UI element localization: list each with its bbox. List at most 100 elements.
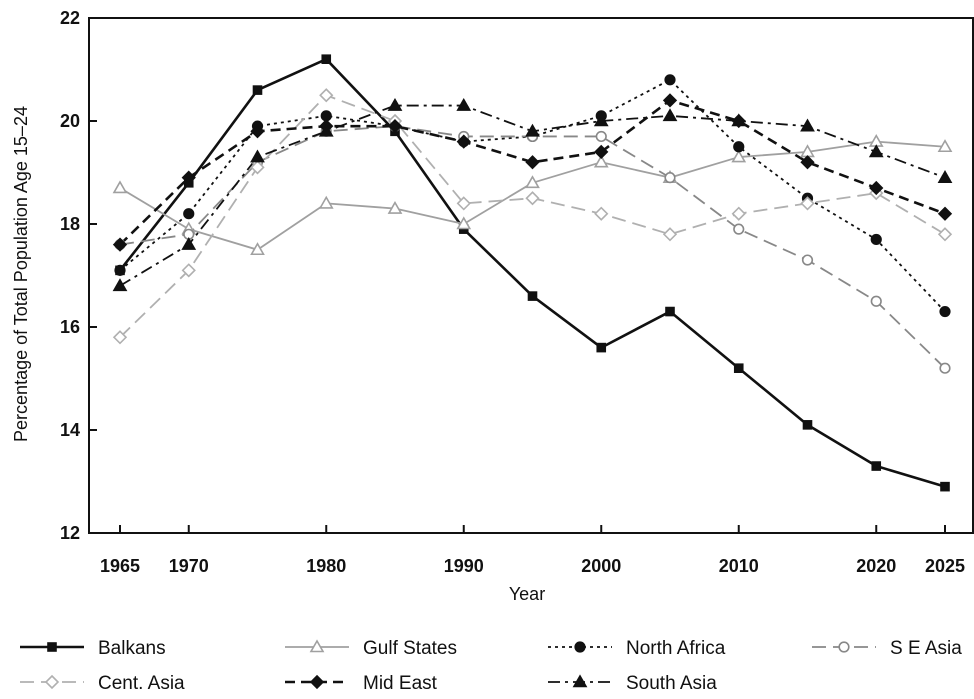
legend-label: Cent. Asia bbox=[98, 673, 185, 694]
legend-label: S E Asia bbox=[890, 638, 962, 659]
data-point-marker bbox=[527, 291, 538, 301]
legend-item-north-africa: North Africa bbox=[548, 638, 726, 659]
y-tick-label: 18 bbox=[60, 214, 80, 234]
legend-label: Balkans bbox=[98, 638, 166, 659]
x-tick-label: 1970 bbox=[169, 556, 209, 576]
data-point-marker bbox=[870, 295, 882, 307]
data-point-marker bbox=[456, 216, 472, 230]
data-point-marker bbox=[664, 172, 676, 184]
data-point-marker bbox=[940, 481, 950, 492]
legend-label: South Asia bbox=[626, 673, 717, 694]
data-point-marker bbox=[939, 305, 951, 318]
data-point-marker bbox=[937, 139, 953, 153]
data-point-marker bbox=[868, 144, 884, 158]
data-point-marker bbox=[309, 674, 325, 690]
data-point-marker bbox=[309, 639, 325, 653]
data-point-marker bbox=[937, 206, 953, 221]
data-point-marker bbox=[733, 363, 744, 374]
data-point-marker bbox=[250, 149, 265, 163]
data-point-marker bbox=[731, 149, 747, 163]
data-point-marker bbox=[387, 119, 403, 134]
data-point-marker bbox=[801, 254, 814, 266]
data-point-marker bbox=[593, 154, 609, 168]
data-point-marker bbox=[937, 227, 953, 242]
y-axis-title: Percentage of Total Population Age 15–24 bbox=[11, 106, 31, 442]
data-point-marker bbox=[44, 674, 60, 690]
data-point-marker bbox=[731, 206, 746, 221]
data-point-marker bbox=[183, 208, 195, 220]
data-point-marker bbox=[939, 362, 951, 374]
x-tick-label: 1990 bbox=[444, 556, 484, 576]
legend-item-cent-asia: Cent. Asia bbox=[20, 673, 185, 694]
x-axis-title: Year bbox=[509, 584, 545, 604]
x-tick-label: 1965 bbox=[100, 556, 140, 576]
data-point-marker bbox=[662, 227, 678, 242]
data-point-marker bbox=[572, 674, 588, 688]
data-point-marker bbox=[250, 242, 265, 256]
data-point-marker bbox=[387, 97, 403, 111]
data-point-marker bbox=[662, 108, 678, 122]
data-point-marker bbox=[664, 74, 676, 86]
legend-item-balkans: Balkans bbox=[20, 638, 166, 659]
data-point-marker bbox=[112, 237, 128, 252]
data-point-marker bbox=[387, 200, 403, 214]
data-point-marker bbox=[250, 160, 265, 175]
data-point-marker bbox=[525, 123, 540, 137]
data-point-marker bbox=[112, 330, 128, 345]
y-tick-label: 20 bbox=[60, 111, 80, 131]
x-tick-label: 2000 bbox=[581, 556, 621, 576]
x-tick-label: 2020 bbox=[856, 556, 896, 576]
data-point-marker bbox=[596, 342, 607, 353]
data-point-marker bbox=[593, 113, 609, 127]
data-point-marker bbox=[594, 144, 609, 160]
data-point-marker bbox=[47, 642, 57, 652]
data-point-marker bbox=[456, 97, 472, 111]
y-tick-label: 16 bbox=[60, 317, 80, 337]
y-tick-label: 14 bbox=[60, 420, 80, 440]
series-markers bbox=[112, 54, 953, 492]
data-point-marker bbox=[800, 155, 815, 170]
data-point-marker bbox=[318, 195, 334, 209]
data-point-marker bbox=[802, 420, 813, 430]
data-point-marker bbox=[318, 123, 334, 137]
data-point-marker bbox=[456, 196, 471, 211]
y-tick-label: 12 bbox=[60, 523, 80, 543]
data-point-marker bbox=[869, 180, 884, 196]
data-point-marker bbox=[181, 236, 197, 250]
data-point-marker bbox=[525, 175, 540, 189]
series-line-mid-east bbox=[119, 99, 946, 246]
data-point-marker bbox=[319, 88, 334, 103]
x-tick-label: 1980 bbox=[306, 556, 346, 576]
data-point-marker bbox=[112, 278, 128, 292]
data-point-marker bbox=[181, 170, 196, 185]
data-point-marker bbox=[574, 641, 586, 653]
axis-ticks: 12 14 16 18 20 22 1965 1970 1980 1990 2000 2010 2020… bbox=[60, 8, 965, 576]
data-point-marker bbox=[456, 134, 471, 149]
data-point-marker bbox=[112, 180, 128, 194]
data-point-marker bbox=[731, 113, 747, 127]
series-markers-mid-east bbox=[112, 93, 953, 252]
data-point-marker bbox=[181, 263, 196, 278]
y-tick-label: 22 bbox=[60, 8, 80, 28]
data-point-marker bbox=[321, 54, 332, 65]
data-point-marker bbox=[800, 118, 815, 132]
series-lines bbox=[118, 57, 946, 488]
data-point-marker bbox=[594, 206, 609, 221]
legend-item-south-asia: South Asia bbox=[548, 673, 717, 694]
legend: Balkans Gulf States North Africa S E Asia Ce… bbox=[20, 638, 962, 694]
data-point-marker bbox=[525, 191, 540, 206]
data-point-marker bbox=[252, 85, 263, 95]
data-point-marker bbox=[250, 124, 265, 139]
data-point-marker bbox=[838, 641, 850, 653]
data-point-marker bbox=[937, 170, 953, 183]
legend-item-gulf-states: Gulf States bbox=[285, 638, 457, 659]
data-point-marker bbox=[665, 306, 675, 317]
data-point-marker bbox=[870, 233, 882, 246]
legend-label: Mid East bbox=[363, 673, 438, 694]
data-point-marker bbox=[595, 130, 607, 143]
data-point-marker bbox=[733, 141, 745, 153]
legend-label: North Africa bbox=[626, 638, 726, 659]
data-point-marker bbox=[800, 196, 815, 211]
